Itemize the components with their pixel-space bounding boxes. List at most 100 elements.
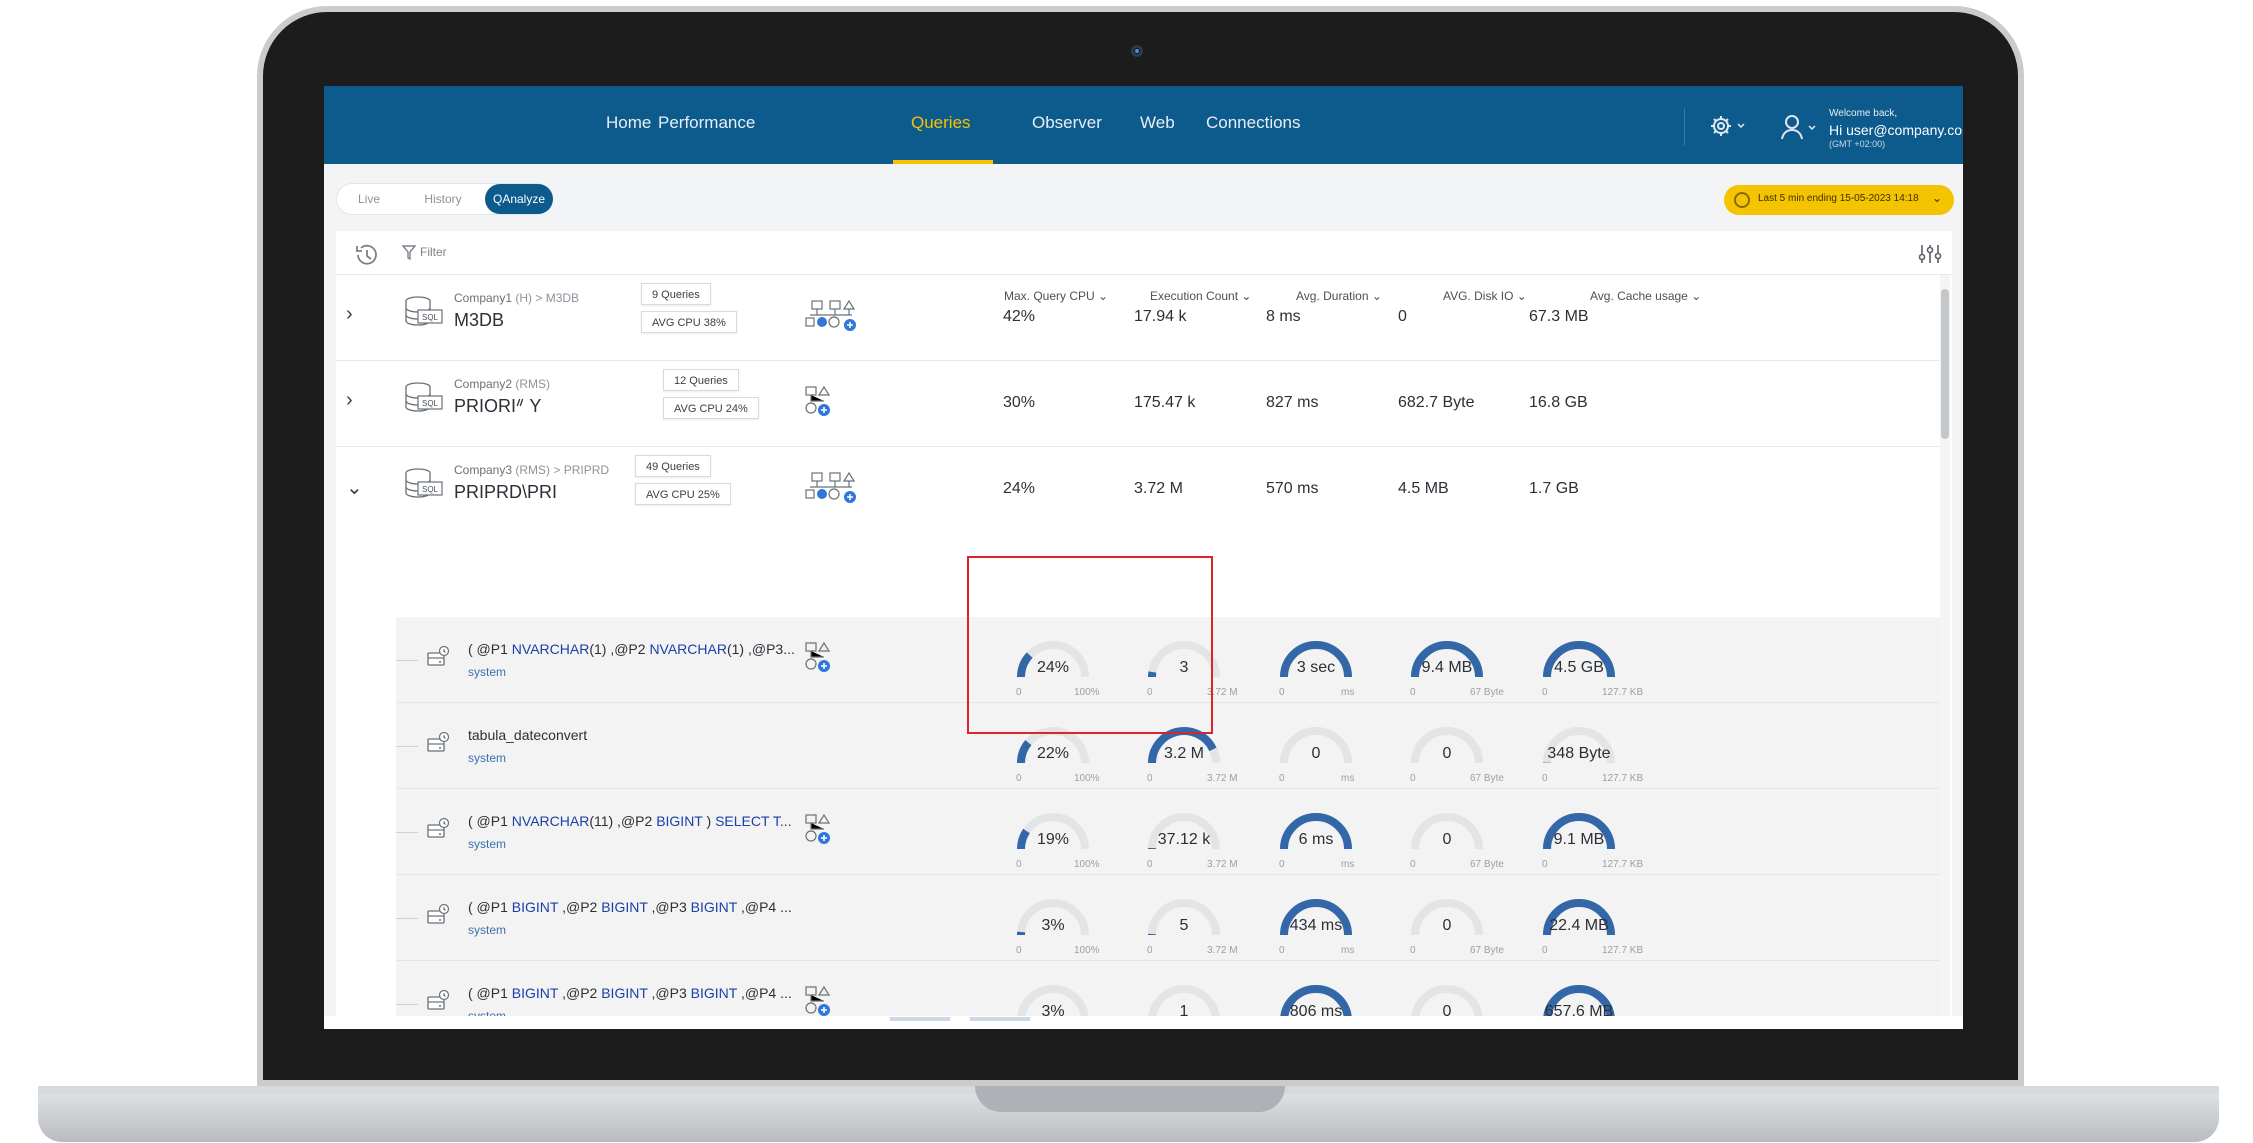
query-text[interactable]: ( @P1 NVARCHAR(11) ,@P2 BIGINT ) SELECT … — [468, 813, 792, 829]
nav-queries[interactable]: Queries — [911, 113, 971, 132]
welcome-text: Welcome back, — [1829, 108, 1898, 119]
query-text-segment: BIGINT — [601, 985, 648, 1001]
query-text[interactable]: ( @P1 NVARCHAR(1) ,@P2 NVARCHAR(1) ,@P3.… — [468, 641, 795, 657]
query-text[interactable]: tabula_dateconvert — [468, 727, 587, 743]
time-range-label: Last 5 min ending 15-05-2023 14:18 — [1758, 193, 1919, 204]
cpu-gauge: 24% 0 100% — [988, 625, 1118, 698]
query-text-segment: ,@P3 — [647, 899, 691, 915]
database-row[interactable]: ⌄ SQL Company3 (RMS) > PRIPRD PRIPRD\PRI 49 … — [336, 447, 1940, 533]
query-text[interactable]: ( @P1 BIGINT ,@P2 BIGINT ,@P3 BIGINT ,@P… — [468, 899, 792, 915]
nav-performance[interactable]: Performance — [658, 113, 756, 132]
gear-icon[interactable] — [1710, 114, 1750, 138]
chevron-right-icon[interactable]: › — [346, 303, 353, 325]
cache-usage-value: 67.3 MB — [1529, 308, 1589, 325]
database-row[interactable]: › SQL Company1 (H) > M3DB M3DB 9 Queries AVG … — [336, 275, 1940, 361]
execution-plan-icon[interactable] — [804, 985, 834, 1024]
scrollbar-track[interactable] — [1940, 275, 1950, 1029]
tree-connector — [396, 918, 418, 919]
user-icon[interactable] — [1781, 114, 1821, 140]
cache-gauge: 22.4 MB 0 127.7 KB — [1514, 883, 1644, 956]
exec-count-gauge: 3 0 3.72 M — [1119, 625, 1249, 698]
svg-text:SQL: SQL — [422, 313, 439, 322]
column-settings-icon[interactable] — [1918, 243, 1942, 265]
gauge-min: 0 — [1542, 773, 1548, 784]
execution-plan-icon[interactable] — [804, 641, 834, 680]
company-label: Company3 (RMS) > PRIPRD — [454, 463, 610, 477]
mode-qanalyze[interactable]: QAnalyze — [485, 184, 553, 214]
cache-gauge: 9.1 MB 0 127.7 KB — [1514, 797, 1644, 870]
gauge-max: ms — [1341, 687, 1355, 698]
filter-icon[interactable] — [402, 245, 416, 261]
disk-io-value: 4.5 MB — [1398, 480, 1449, 497]
gauge-max: 127.7 KB — [1602, 687, 1644, 698]
mode-live[interactable]: Live — [357, 192, 380, 206]
chevron-right-icon[interactable]: › — [346, 389, 353, 411]
nav-divider — [1684, 108, 1685, 146]
gauge-value: 24% — [1036, 659, 1070, 676]
user-greeting[interactable]: Hi user@company.com — [1829, 122, 1963, 138]
execution-plan-icon[interactable] — [804, 813, 834, 852]
query-row[interactable]: ( @P1 NVARCHAR(11) ,@P2 BIGINT ) SELECT … — [396, 789, 1940, 875]
nav-connections[interactable]: Connections — [1206, 113, 1301, 132]
gauge-value: 6 ms — [1298, 831, 1334, 848]
gauge-value: 22% — [1036, 745, 1070, 762]
gauge-value: 19% — [1036, 831, 1070, 848]
database-row[interactable]: › SQL Company2 (RMS) PRIORIᐥ Y 12 Queries AVG… — [336, 361, 1940, 447]
col-max-cpu[interactable]: Max. Query CPU ⌄ — [1004, 289, 1109, 303]
gauge-value: 657.6 MB — [1544, 1003, 1614, 1020]
max-cpu-value: 24% — [1003, 480, 1036, 497]
database-icon: SQL — [404, 295, 444, 334]
gauge-max: 67 Byte — [1470, 945, 1504, 956]
duration-gauge: 3 sec 0 ms — [1251, 625, 1381, 698]
query-text-segment: NVARCHAR — [511, 641, 590, 657]
scrollbar-thumb[interactable] — [1941, 289, 1949, 439]
mode-history[interactable]: History — [424, 192, 462, 206]
nav-web[interactable]: Web — [1140, 113, 1175, 132]
gauge-max: 100% — [1074, 687, 1100, 698]
mode-switch: Live History QAnalyze — [336, 183, 553, 215]
gauge-min: 0 — [1016, 945, 1022, 956]
chevron-down-icon[interactable]: ⌄ — [346, 477, 363, 499]
query-user: system — [468, 923, 507, 937]
app-screen: Home Performance Queries Observer Web Co… — [324, 86, 1963, 1029]
query-row[interactable]: ( @P1 BIGINT ,@P2 BIGINT ,@P3 BIGINT ,@P… — [396, 875, 1940, 961]
gauge-max: ms — [1341, 773, 1355, 784]
col-disk-io[interactable]: AVG. Disk IO ⌄ — [1443, 289, 1527, 303]
query-text-segment: ,@P4 ... — [737, 899, 792, 915]
query-icon — [426, 817, 452, 846]
query-text-segment: ,@P2 — [558, 985, 602, 1001]
query-text-segment: BIGINT — [601, 899, 648, 915]
highlight-box — [967, 556, 1213, 734]
gauge-min: 0 — [1279, 687, 1285, 698]
filter-label[interactable]: Filter — [420, 245, 447, 259]
query-text-segment: ( @P1 — [468, 813, 512, 829]
execution-plan-icon[interactable] — [804, 471, 860, 510]
execution-plan-icon[interactable] — [804, 385, 834, 424]
time-range-selector[interactable]: Last 5 min ending 15-05-2023 14:18 ⌄ — [1724, 185, 1954, 215]
query-text-segment: SELECT T... — [715, 813, 792, 829]
nav-home[interactable]: Home — [606, 113, 652, 132]
gauge-value: 9.4 MB — [1421, 659, 1473, 676]
query-text-segment: ,@P3 — [647, 985, 691, 1001]
avg-cpu-badge: AVG CPU 38% — [641, 311, 737, 333]
history-icon[interactable] — [354, 243, 380, 267]
query-row[interactable]: tabula_dateconvert system 22% 0 100% 3.2 M 0 3.… — [396, 703, 1940, 789]
exec-count-gauge: 103.72 M — [1119, 969, 1249, 1029]
disk-io-value: 682.7 Byte — [1398, 394, 1475, 411]
exec-count-gauge: 3.2 M 0 3.72 M — [1119, 711, 1249, 784]
execution-plan-icon[interactable] — [804, 299, 860, 338]
laptop-notch — [975, 1086, 1285, 1112]
col-exec-count[interactable]: Execution Count ⌄ — [1150, 289, 1252, 303]
disk-io-gauge: 9.4 MB 0 67 Byte — [1382, 625, 1512, 698]
query-row[interactable]: ( @P1 NVARCHAR(1) ,@P2 NVARCHAR(1) ,@P3.… — [396, 617, 1940, 703]
gauge-min: 0 — [1410, 945, 1416, 956]
gauge-max: 3.72 M — [1207, 773, 1238, 784]
query-text-segment: NVARCHAR — [649, 641, 727, 657]
nav-observer[interactable]: Observer — [1032, 113, 1102, 132]
gauge-value: 348 Byte — [1547, 745, 1611, 762]
query-text[interactable]: ( @P1 BIGINT ,@P2 BIGINT ,@P3 BIGINT ,@P… — [468, 985, 792, 1001]
col-cache-usage[interactable]: Avg. Cache usage ⌄ — [1590, 289, 1702, 303]
col-avg-duration[interactable]: Avg. Duration ⌄ — [1296, 289, 1382, 303]
